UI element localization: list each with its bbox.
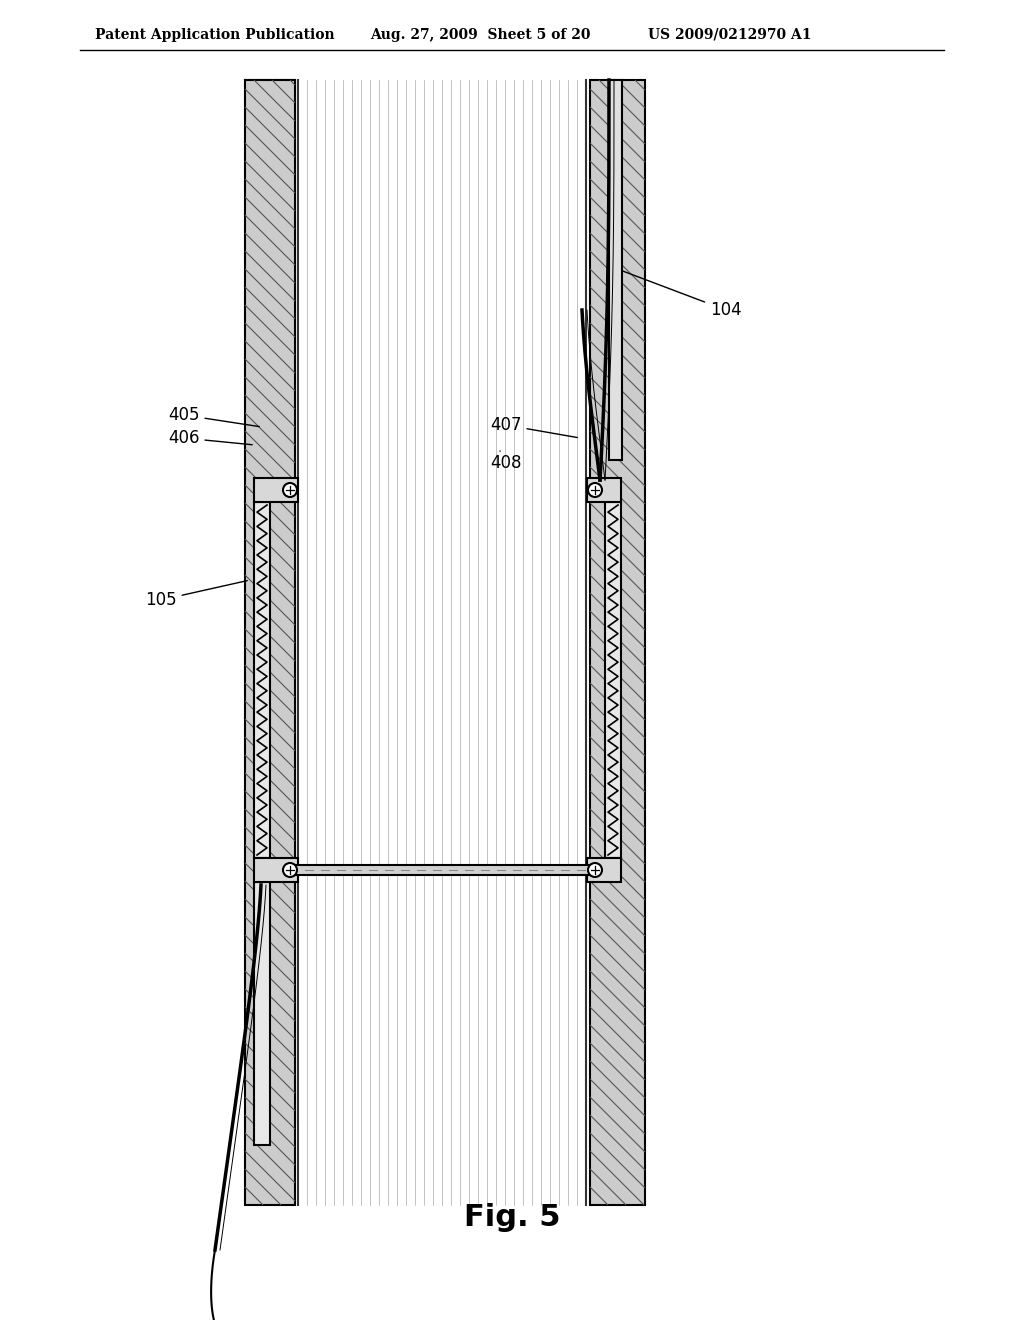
Polygon shape xyxy=(609,81,622,459)
Text: 406: 406 xyxy=(168,429,252,447)
Polygon shape xyxy=(290,865,595,875)
Polygon shape xyxy=(245,81,295,1205)
Text: 408: 408 xyxy=(490,451,521,473)
Polygon shape xyxy=(587,478,621,502)
Polygon shape xyxy=(254,478,298,502)
Polygon shape xyxy=(254,882,270,1144)
Circle shape xyxy=(283,483,297,498)
Polygon shape xyxy=(254,502,270,858)
Circle shape xyxy=(588,863,602,876)
Circle shape xyxy=(283,863,297,876)
Text: US 2009/0212970 A1: US 2009/0212970 A1 xyxy=(648,28,811,42)
Text: 407: 407 xyxy=(490,416,578,437)
Polygon shape xyxy=(605,502,621,858)
Text: Fig. 5: Fig. 5 xyxy=(464,1203,560,1232)
Text: Patent Application Publication: Patent Application Publication xyxy=(95,28,335,42)
Polygon shape xyxy=(590,81,645,1205)
Polygon shape xyxy=(254,858,298,882)
Polygon shape xyxy=(245,81,295,1205)
Text: Aug. 27, 2009  Sheet 5 of 20: Aug. 27, 2009 Sheet 5 of 20 xyxy=(370,28,591,42)
Circle shape xyxy=(588,483,602,498)
Polygon shape xyxy=(587,858,621,882)
Text: 105: 105 xyxy=(145,581,247,609)
Text: 104: 104 xyxy=(623,271,741,319)
Text: 405: 405 xyxy=(168,407,259,426)
